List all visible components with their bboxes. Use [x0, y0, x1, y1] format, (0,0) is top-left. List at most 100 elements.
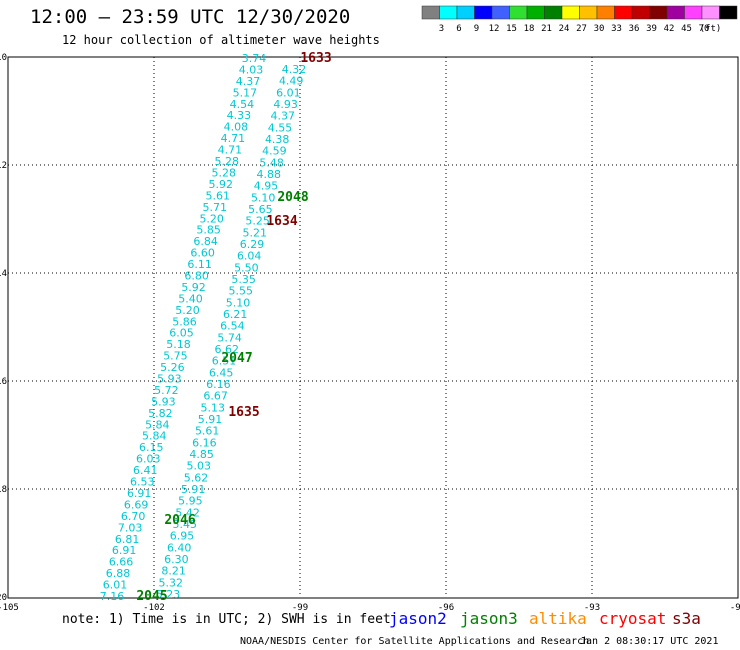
colorbar-label: 18: [524, 24, 535, 34]
footer-note: note: 1) Time is in UTC; 2) SWH is in fe…: [62, 612, 391, 627]
wave-height-value: 5.91: [181, 483, 206, 496]
wave-height-value: 5.35: [231, 273, 256, 286]
colorbar-swatch: [456, 5, 475, 20]
wave-height-value: 4.49: [279, 75, 304, 88]
colorbar-label: 39: [646, 24, 657, 34]
wave-height-value: 6.40: [167, 541, 192, 554]
wave-height-value: 5.20: [199, 212, 224, 225]
wave-height-value: 5.82: [148, 407, 173, 420]
longitude-label: -105: [0, 603, 19, 613]
wave-height-value: 4.95: [254, 180, 279, 193]
map-grid: -105 -102 -99 -96 -93 -90 -10 -12 -14 -16 -18 -20: [0, 53, 740, 613]
wave-height-value: 5.92: [181, 281, 206, 294]
page-title: 12:00 – 23:59 UTC 12/30/2020: [30, 6, 351, 28]
legend-jason3: jason3: [460, 609, 518, 628]
colorbar-swatch: [544, 5, 563, 20]
legend-jason2: jason2: [389, 609, 447, 628]
latitude-label: -12: [0, 161, 7, 171]
wave-height-value: 5.48: [259, 156, 284, 169]
wave-height-value: 6.67: [203, 390, 228, 403]
legend-altika: altika: [529, 609, 587, 628]
wave-height-value: 4.54: [230, 98, 255, 111]
wave-height-value: 4.37: [271, 110, 296, 123]
colorbar-swatch: [579, 5, 598, 20]
colorbar-swatch: [474, 5, 493, 20]
colorbar-label: 27: [576, 24, 587, 34]
wave-height-value: 5.25: [245, 215, 270, 228]
wave-height-value: 6.81: [115, 533, 140, 546]
pass-time-label: 1634: [266, 214, 297, 229]
wave-height-value: 4.03: [239, 63, 264, 76]
wave-height-value: 5.65: [248, 203, 273, 216]
wave-height-value: 5.91: [198, 413, 223, 426]
wave-height-value: 4.71: [221, 132, 246, 145]
wave-height-value: 6.29: [240, 238, 265, 251]
colorbar-label: 21: [541, 24, 552, 34]
pass-time-label: 2045: [136, 589, 167, 604]
pass-time-label: 1633: [300, 51, 331, 66]
wave-height-value: 6.01: [276, 86, 301, 99]
wave-height-value: 4.37: [236, 75, 261, 88]
colorbar-label: 70: [699, 24, 710, 34]
wave-height-value: 5.61: [195, 425, 220, 438]
wave-height-value: 5.03: [187, 460, 212, 473]
wave-height-value: 6.41: [133, 464, 158, 477]
colorbar-swatch: [631, 5, 650, 20]
colorbar-swatch: [491, 5, 510, 20]
wave-height-value: 5.72: [154, 384, 179, 397]
pass-time-label: 2046: [164, 513, 195, 528]
wave-height-value: 5.26: [160, 361, 185, 374]
wave-height-value: 6.62: [215, 343, 240, 356]
wave-height-value: 5.18: [166, 338, 191, 351]
wave-height-value: 5.84: [145, 418, 170, 431]
wave-height-value: 4.08: [224, 121, 249, 134]
wave-height-value: 6.15: [139, 441, 164, 454]
wave-height-value: 5.74: [217, 331, 242, 344]
longitude-label: -90: [730, 603, 740, 613]
longitude-label: -99: [292, 603, 308, 613]
colorbar-label: 42: [664, 24, 675, 34]
longitude-label: -96: [438, 603, 454, 613]
wave-height-value: 6.11: [187, 258, 212, 271]
colorbar-swatch: [596, 5, 615, 20]
colorbar-swatch: [649, 5, 668, 20]
wave-height-value: 5.86: [172, 315, 197, 328]
wave-height-value: 5.61: [205, 189, 230, 202]
wave-height-value: 4.71: [218, 144, 243, 157]
page-subtitle: 12 hour collection of altimeter wave hei…: [62, 33, 380, 47]
wave-height-value: 6.21: [223, 308, 248, 321]
wave-height-value: 4.93: [273, 98, 298, 111]
wave-height-value: 5.10: [226, 296, 251, 309]
wave-height-value: 4.38: [265, 133, 290, 146]
wave-height-value: 6.80: [184, 269, 209, 282]
wave-height-value: 6.30: [164, 553, 189, 566]
wave-height-value: 5.93: [151, 395, 176, 408]
wave-height-value: 6.51: [212, 355, 237, 368]
wave-height-value: 6.05: [169, 327, 194, 340]
wave-height-value: 5.13: [201, 401, 226, 414]
colorbar-label: 30: [594, 24, 605, 34]
wave-height-value: 6.45: [209, 366, 234, 379]
latitude-label: -18: [0, 485, 7, 495]
wave-height-value: 6.91: [127, 487, 152, 500]
wave-height-value: 6.16: [206, 378, 231, 391]
wave-height-value: 4.32: [282, 63, 307, 76]
wave-height-value: 5.28: [212, 166, 237, 179]
wave-height-value: 6.84: [193, 235, 218, 248]
colorbar-unit: (ft): [700, 24, 722, 34]
generated-timestamp: Jan 2 08:30:17 UTC 2021: [580, 636, 719, 647]
wave-height-value: 5.95: [178, 495, 203, 508]
wave-height-value: 5.85: [196, 224, 221, 237]
longitude-label: -93: [584, 603, 600, 613]
wave-height-value: 5.45: [173, 518, 198, 531]
wave-height-value: 5.20: [175, 304, 200, 317]
map-frame: [7, 56, 739, 599]
wave-height-value: 6.16: [192, 436, 217, 449]
wave-height-value: 6.54: [220, 320, 245, 333]
wave-height-value: 5.23: [156, 588, 181, 601]
wave-height-value: 6.60: [190, 247, 215, 260]
colorbar-swatch: [421, 5, 440, 20]
wave-height-value: 5.92: [209, 178, 234, 191]
colorbar-swatch: [526, 5, 545, 20]
